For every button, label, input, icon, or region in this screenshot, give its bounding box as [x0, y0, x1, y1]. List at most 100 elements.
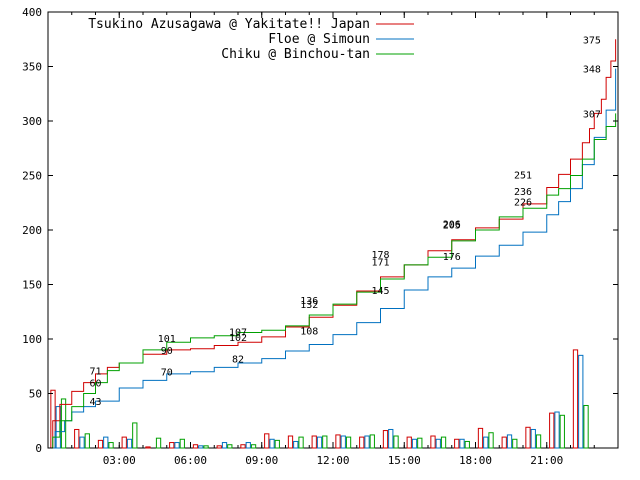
bar-2-5 [179, 438, 185, 449]
bar-0-18 [477, 427, 484, 449]
bar-0-4 [145, 446, 151, 449]
series-line-1 [48, 68, 617, 449]
y-tick-label-1: 50 [29, 388, 42, 401]
bar-1-14 [388, 428, 394, 449]
bar-2-17 [464, 440, 470, 449]
bar-0-2 [97, 439, 104, 449]
bar-1-8 [245, 442, 251, 449]
bar-2-16 [440, 436, 447, 449]
bar-2-18 [488, 432, 494, 449]
bar-1-22 [578, 354, 584, 449]
bar-2-15 [417, 437, 423, 449]
annotation-9: 136 [300, 296, 318, 307]
bar-0-16 [430, 435, 436, 449]
annotation-1: 60 [89, 379, 101, 390]
annotation-2: 43 [89, 397, 101, 408]
annotation-5: 70 [161, 368, 173, 379]
bar-0-3 [121, 436, 127, 449]
annotation-23: 307 [583, 109, 601, 120]
x-tick-label-2: 09:00 [245, 454, 278, 467]
bar-0-14 [382, 430, 389, 449]
bar-0-6 [192, 444, 199, 449]
y-tick-label-7: 350 [22, 61, 42, 74]
bar-2-11 [322, 435, 328, 449]
bar-1-19 [506, 434, 513, 449]
annotation-14: 145 [371, 286, 389, 297]
bar-2-8 [250, 444, 257, 449]
legend-label-1: Floe @ Simoun [268, 32, 370, 47]
x-tick-label-5: 18:00 [459, 454, 492, 467]
annotation-7: 102 [229, 333, 247, 344]
annotation-10: 132 [300, 300, 318, 311]
bar-2-4 [155, 437, 162, 449]
bar-2-13 [369, 434, 375, 449]
annotation-8: 82 [232, 355, 244, 366]
series-line-2 [48, 113, 617, 449]
bar-1-21 [554, 411, 560, 449]
legend-label-0: Tsukino Azusagawa @ Yakitate!! Japan [88, 17, 370, 32]
bar-0-7 [216, 445, 222, 449]
bar-2-14 [393, 435, 399, 449]
bar-1-11 [316, 436, 323, 449]
annotation-17: 176 [443, 252, 461, 263]
annotation-0: 71 [89, 367, 101, 378]
legend: Tsukino Azusagawa @ Yakitate!! JapanFloe… [88, 17, 414, 62]
annotation-18: 251 [514, 170, 532, 181]
bar-1-3 [126, 438, 133, 449]
y-tick-label-2: 100 [22, 333, 42, 346]
series-lines [48, 39, 617, 449]
bar-2-21 [559, 414, 565, 449]
bar-0-17 [454, 438, 460, 449]
bar-0-22 [572, 349, 579, 449]
x-tick-label-0: 03:00 [103, 454, 136, 467]
annotation-22: 348 [583, 65, 601, 76]
legend-label-2: Chiku @ Binchou-tan [221, 47, 370, 62]
bar-0-9 [264, 433, 270, 449]
x-tick-label-4: 15:00 [388, 454, 421, 467]
bar-0-21 [549, 412, 555, 449]
x-tick-label-6: 21:00 [530, 454, 563, 467]
bar-2-22 [583, 404, 589, 449]
bar-1-0 [55, 406, 61, 449]
bar-2-20 [535, 434, 542, 449]
bar-1-6 [198, 445, 204, 449]
bar-0-15 [406, 436, 412, 449]
bar-1-13 [364, 435, 370, 449]
bar-1-12 [340, 435, 346, 449]
bar-2-3 [132, 422, 138, 449]
bar-1-9 [269, 438, 275, 449]
bar-1-20 [530, 428, 536, 449]
y-tick-label-6: 300 [22, 115, 42, 128]
annotation-4: 90 [161, 346, 173, 357]
y-tick-label-4: 200 [22, 224, 42, 237]
x-tick-label-3: 12:00 [316, 454, 349, 467]
bar-1-2 [103, 436, 109, 449]
hourly-bars [50, 349, 589, 449]
bar-2-1 [84, 433, 90, 449]
bar-0-12 [335, 434, 341, 449]
bar-1-5 [174, 442, 180, 449]
y-axis: 0 50 100 150 200 250 300 350 400 [22, 6, 618, 455]
bar-1-18 [483, 436, 489, 449]
annotation-3: 101 [158, 334, 176, 345]
annotation-19: 236 [514, 187, 532, 198]
plot-frame [47, 11, 619, 449]
bar-0-20 [525, 426, 531, 449]
x-tick-label-1: 06:00 [174, 454, 207, 467]
annotation-16: 205 [443, 221, 461, 232]
bar-1-10 [293, 440, 299, 449]
bar-1-16 [435, 438, 441, 449]
bar-0-19 [501, 436, 507, 449]
annotation-13: 171 [371, 258, 389, 269]
bar-0-1 [74, 428, 80, 449]
annotation-11: 108 [300, 326, 318, 337]
bar-2-2 [108, 442, 114, 449]
bar-2-10 [298, 436, 304, 449]
y-tick-label-0: 0 [35, 442, 42, 455]
bar-1-7 [221, 442, 228, 449]
bar-1-15 [411, 438, 418, 449]
annotation-6: 107 [229, 327, 247, 338]
bar-2-12 [345, 436, 352, 449]
